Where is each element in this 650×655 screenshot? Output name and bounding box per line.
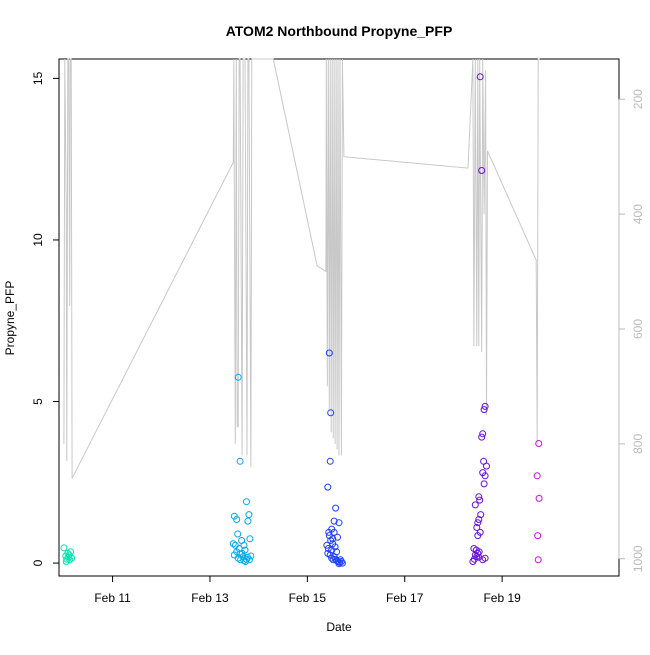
data-point	[481, 402, 489, 410]
data-point	[475, 516, 483, 523]
y-axis-label: Propyne_PFP	[3, 281, 17, 356]
data-point	[471, 551, 479, 559]
data-point	[478, 167, 486, 174]
y-tick-label: 5	[31, 398, 45, 405]
data-point	[476, 496, 484, 504]
data-point	[478, 433, 486, 441]
data-point	[533, 472, 541, 480]
data-point	[480, 406, 488, 414]
secondary-y-axis: 200 400 600 800 1000	[618, 89, 645, 572]
y-tick-label: 0	[31, 559, 45, 566]
data-point	[240, 541, 248, 549]
data-point	[479, 430, 487, 438]
data-point	[475, 493, 483, 501]
data-point	[236, 457, 244, 465]
data-point	[476, 73, 484, 81]
data-point	[330, 528, 338, 536]
data-point	[66, 556, 74, 564]
chart-title: ATOM2 Northbound Propyne_PFP	[226, 23, 453, 39]
data-point	[325, 528, 333, 536]
altitude-line	[63, 58, 540, 479]
data-point	[326, 551, 334, 559]
data-point	[329, 540, 337, 548]
y2-tick-label: 200	[631, 89, 645, 109]
data-point	[329, 535, 337, 543]
data-point	[233, 516, 241, 523]
y-tick-label: 10	[31, 233, 45, 247]
data-point	[324, 483, 332, 491]
data-point	[240, 557, 248, 564]
data-point	[335, 560, 343, 568]
data-point	[330, 517, 338, 525]
data-point	[535, 494, 543, 502]
data-point	[246, 535, 254, 543]
data-point	[243, 498, 250, 506]
data-point	[481, 472, 489, 480]
x-tick-label: Feb 17	[386, 591, 424, 605]
data-point	[65, 551, 73, 559]
data-points-layer	[60, 73, 543, 568]
data-point	[229, 540, 237, 548]
y2-tick-label: 600	[631, 319, 645, 339]
data-point	[324, 545, 332, 552]
data-point	[327, 409, 335, 417]
data-point	[475, 553, 483, 561]
y-axis: 0 5 10 15	[31, 71, 60, 566]
y2-tick-label: 800	[631, 434, 645, 454]
data-point	[337, 558, 345, 565]
data-point	[234, 373, 242, 381]
data-point	[236, 550, 244, 558]
data-point	[245, 511, 253, 519]
data-point	[67, 548, 75, 556]
y2-tick-label: 400	[631, 204, 645, 224]
data-point	[534, 532, 542, 540]
data-point	[534, 556, 542, 564]
y-tick-label: 15	[31, 71, 45, 85]
data-point	[483, 462, 490, 470]
x-tick-label: Feb 19	[483, 591, 521, 605]
data-point	[473, 524, 481, 531]
data-point	[338, 559, 346, 567]
data-point	[535, 440, 543, 447]
x-tick-label: Feb 11	[94, 591, 131, 605]
data-point	[332, 504, 340, 512]
data-point	[326, 457, 334, 465]
x-tick-label: Feb 13	[191, 591, 229, 605]
x-tick-label: Feb 15	[289, 591, 327, 605]
data-point	[325, 349, 333, 357]
data-point	[245, 556, 253, 564]
x-axis-label: Date	[326, 620, 352, 634]
data-point	[62, 558, 70, 565]
data-point	[334, 533, 341, 541]
data-point	[474, 519, 482, 527]
data-point	[234, 530, 242, 538]
x-axis: Feb 11 Feb 13 Feb 15 Feb 17 Feb 19	[94, 575, 521, 605]
y2-tick-label: 1000	[631, 545, 645, 572]
data-point	[470, 555, 478, 563]
data-point	[244, 517, 252, 525]
data-point	[474, 532, 482, 540]
data-point	[335, 519, 343, 527]
data-point	[471, 501, 479, 509]
data-point	[480, 480, 488, 488]
altitude-line-layer	[63, 58, 540, 479]
data-point	[60, 544, 68, 552]
